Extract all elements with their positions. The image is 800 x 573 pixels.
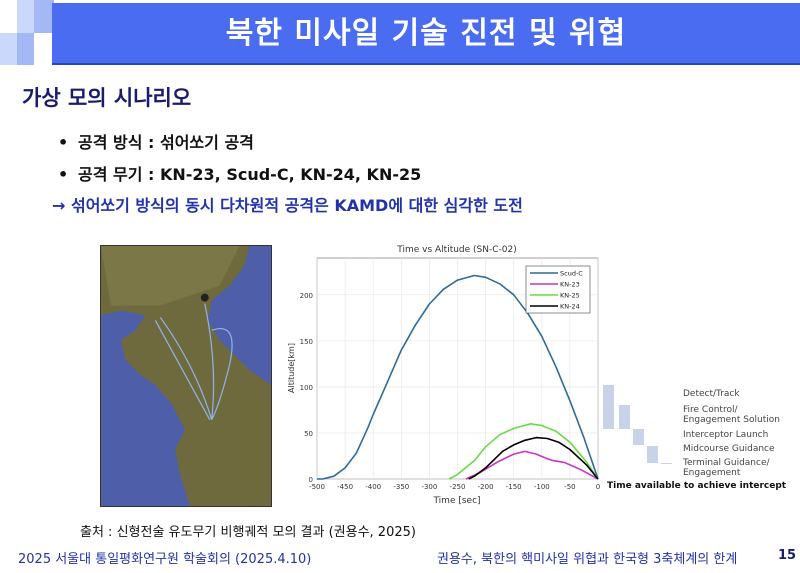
legend-label: KN-25 xyxy=(560,292,580,300)
x-tick-label: -400 xyxy=(365,483,381,491)
intercept-caption: Time available to achieve intercept xyxy=(607,481,787,491)
korean-peninsula-map xyxy=(100,245,272,507)
source-citation: 출처 : 신형전술 유도무기 비행궤적 모의 결과 (권용수, 2025) xyxy=(80,525,416,540)
x-tick-label: -200 xyxy=(478,483,494,491)
legend-label: Scud-C xyxy=(560,270,583,278)
x-tick-label: -250 xyxy=(450,483,466,491)
conclusion-text: → 섞어쏘기 방식의 동시 다차원적 공격은 KAMD에 대한 심각한 도전 xyxy=(52,196,523,215)
y-tick-label: 50 xyxy=(304,430,313,438)
stage-bar-midcourse xyxy=(647,446,658,463)
legend-label: KN-23 xyxy=(560,281,580,289)
stage-label: Detect/Track xyxy=(683,389,740,399)
y-tick-label: 200 xyxy=(300,292,313,300)
x-tick-label: -450 xyxy=(337,483,353,491)
x-tick-label: -350 xyxy=(393,483,409,491)
x-axis-label: Time [sec] xyxy=(432,496,480,506)
footer-left: 2025 서울대 통일평화연구원 학술회의 (2025.4.10) xyxy=(18,552,312,567)
footer-right: 권용수, 북한의 핵미사일 위협과 한국형 3축체계의 한계 xyxy=(437,552,738,567)
stage-label: Midcourse Guidance xyxy=(683,444,775,454)
bullet-text: 공격 방식 : 섞어쏘기 공격 xyxy=(78,133,254,152)
decor-square xyxy=(34,0,54,33)
series-line-kn-23 xyxy=(465,450,599,480)
bullet-marker: • xyxy=(58,133,69,152)
stage-label: Terminal Guidance/ Engagement xyxy=(683,458,770,478)
x-tick-label: -500 xyxy=(309,483,325,491)
y-tick-label: 150 xyxy=(300,338,313,346)
stage-label: Interceptor Launch xyxy=(683,430,769,440)
chart-title: Time vs Altitude (SN-C-02) xyxy=(396,245,517,255)
legend-label: KN-24 xyxy=(560,303,580,311)
stage-bar-fire-control xyxy=(619,405,630,429)
grid xyxy=(316,258,599,480)
x-tick-label: -300 xyxy=(421,483,437,491)
bullet-marker: • xyxy=(58,165,69,184)
y-axis-label: Altitude[km] xyxy=(287,343,296,393)
bullet-attack-weapons: • 공격 무기 : KN-23, Scud-C, KN-24, KN-25 xyxy=(58,161,421,185)
land-highlight xyxy=(101,246,240,306)
decor-square xyxy=(17,33,34,65)
series-line-scud-c xyxy=(317,274,599,480)
stage-bar-terminal xyxy=(661,463,672,464)
stage-bar-launch xyxy=(633,429,644,445)
series-group xyxy=(317,274,599,480)
y-tick-label: 0 xyxy=(309,476,313,484)
bullet-text: 공격 무기 : KN-23, Scud-C, KN-24, KN-25 xyxy=(78,165,422,184)
series-line-kn-25 xyxy=(448,423,599,480)
page-number: 15 xyxy=(778,548,797,563)
stage-label: Fire Control/ Engagement Solution xyxy=(683,405,780,425)
series-line-kn-24 xyxy=(468,436,599,480)
launch-site-marker xyxy=(200,293,209,302)
x-tick-label: -100 xyxy=(534,483,550,491)
x-tick-label: -150 xyxy=(506,483,522,491)
decor-square xyxy=(0,33,17,65)
ticks: -500 -450 -400 -350 -300 -250 -200 -150 -100 -50 0… xyxy=(300,292,601,491)
header-band xyxy=(52,3,800,65)
y-tick-label: 100 xyxy=(300,384,313,392)
legend: Scud-C KN-23 KN-25 KN-24 xyxy=(525,265,591,314)
altitude-chart: -500 -450 -400 -350 -300 -250 -200 -150 -100 -50 0… xyxy=(287,245,601,506)
section-subtitle: 가상 모의 시나리오 xyxy=(22,86,192,110)
stage-bar-detect xyxy=(603,385,614,429)
bullet-attack-method: • 공격 방식 : 섞어쏘기 공격 xyxy=(58,129,254,153)
x-tick-label: -50 xyxy=(564,483,575,491)
x-tick-label: 0 xyxy=(596,483,600,491)
trajectory-lines xyxy=(154,303,233,420)
page-title: 북한 미사일 기술 진전 및 위협 xyxy=(225,16,627,51)
